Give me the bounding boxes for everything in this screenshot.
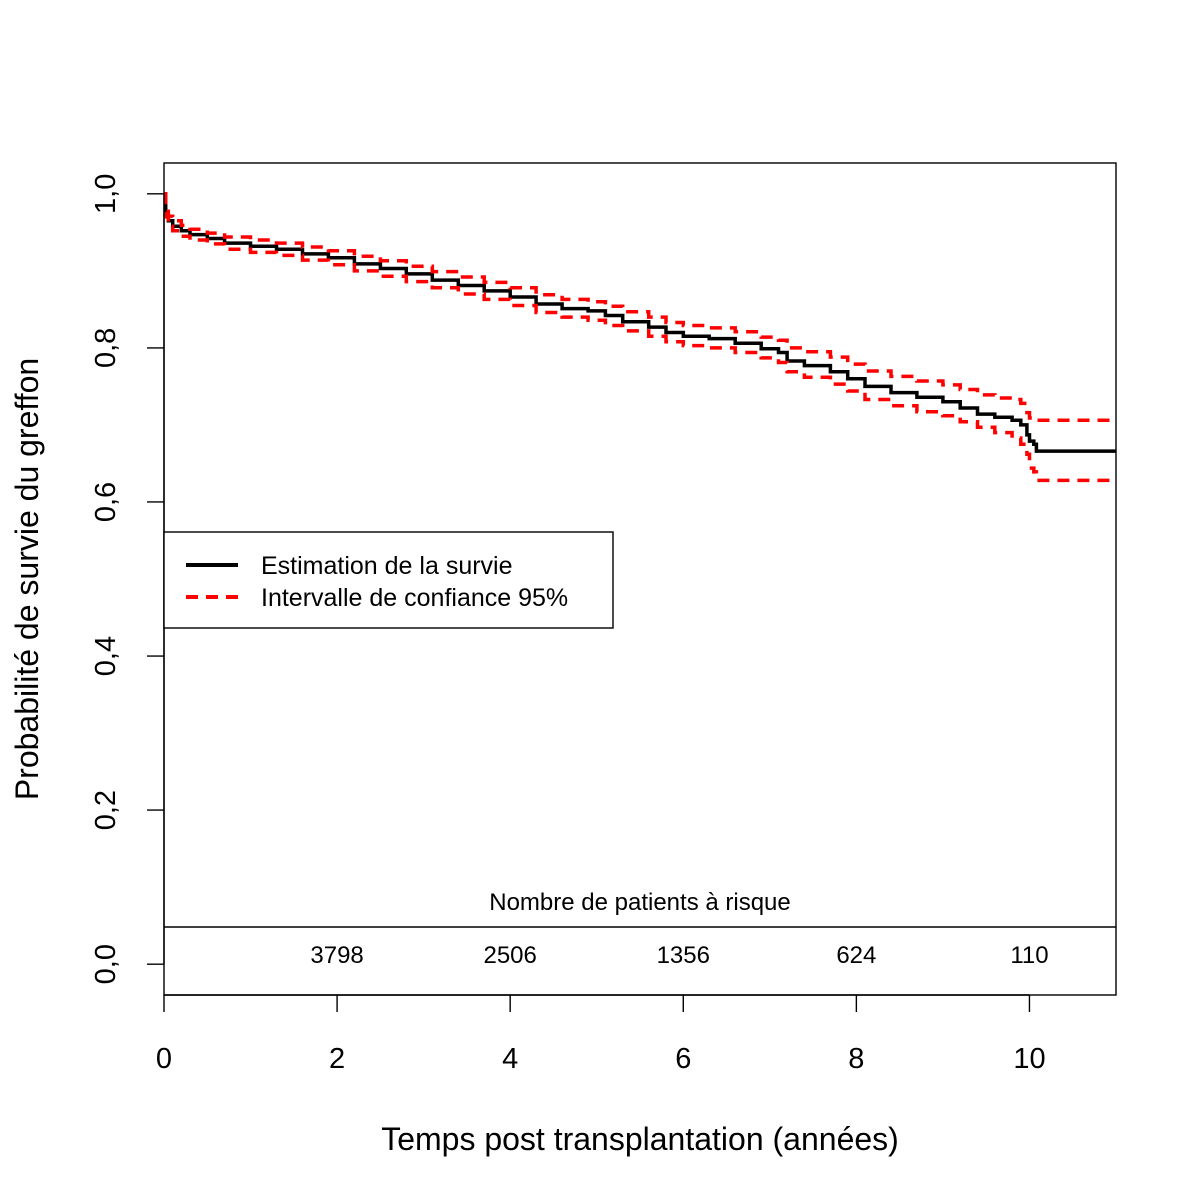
risk-count: 3798	[310, 942, 363, 969]
risk-count: 110	[1010, 942, 1048, 969]
legend: Estimation de la survie Intervalle de co…	[163, 531, 614, 629]
x-tick-label: 8	[848, 1043, 864, 1075]
legend-label-confidence: Intervalle de confiance 95%	[261, 584, 568, 612]
y-tick-label: 0,4	[90, 636, 122, 676]
plot-marks	[163, 192, 1116, 483]
risk-table-title: Nombre de patients à risque	[489, 889, 791, 916]
y-tick-label: 0,8	[90, 328, 122, 368]
y-tick-label: 0,6	[90, 482, 122, 522]
legend-box	[163, 531, 614, 629]
x-tick-label: 10	[1013, 1043, 1045, 1075]
x-tick-label: 6	[675, 1043, 691, 1075]
y-tick-label: 0,2	[90, 790, 122, 830]
x-tick-label: 4	[502, 1043, 518, 1075]
risk-count: 1356	[657, 942, 710, 969]
x-tick-label: 2	[329, 1043, 345, 1075]
y-axis-title: Probabilité de survie du greffon	[9, 358, 45, 800]
x-axis-title: Temps post transplantation (années)	[381, 1121, 899, 1157]
ci-upper-line	[163, 192, 1116, 423]
risk-count: 2506	[483, 942, 536, 969]
y-tick-label: 0,0	[90, 944, 122, 984]
legend-label-survival: Estimation de la survie	[261, 552, 513, 580]
y-tick-label: 1,0	[90, 174, 122, 214]
x-tick-label: 0	[156, 1043, 172, 1075]
risk-count: 624	[836, 942, 876, 969]
survival-estimate-line	[163, 192, 1116, 453]
risk-table: Nombre de patients à risque 3798 2506 1356 6…	[164, 889, 1116, 969]
ci-lower-line	[163, 192, 1116, 483]
